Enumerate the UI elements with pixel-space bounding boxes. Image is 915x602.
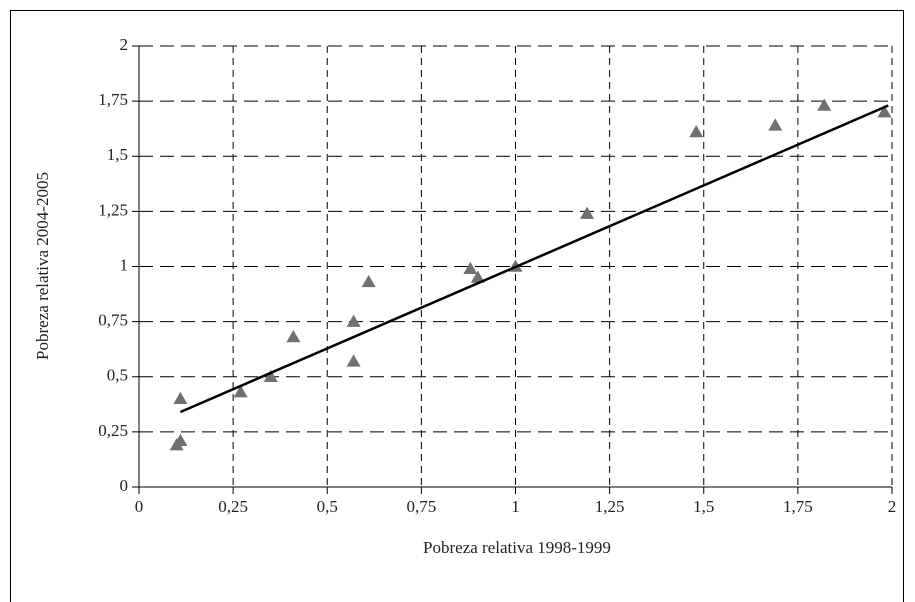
point xyxy=(470,270,485,283)
y-tick-label: 0,75 xyxy=(98,311,128,330)
y-tick-label: 0,25 xyxy=(98,421,128,440)
y-tick-label: 0 xyxy=(120,476,129,495)
x-tick-label: 0,75 xyxy=(407,497,437,516)
x-tick-label: 1,75 xyxy=(783,497,813,516)
point xyxy=(346,314,361,327)
x-tick-label: 0,25 xyxy=(218,497,248,516)
point xyxy=(463,261,478,274)
y-tick-label: 1,75 xyxy=(98,90,128,109)
point xyxy=(263,369,278,382)
point xyxy=(286,330,301,343)
x-tick-label: 0,5 xyxy=(317,497,338,516)
x-tick-label: 2 xyxy=(888,497,897,516)
point xyxy=(580,206,595,219)
x-tick-label: 0 xyxy=(135,497,144,516)
y-tick-label: 2 xyxy=(120,35,129,54)
point xyxy=(173,391,188,405)
x-tick-label: 1,5 xyxy=(693,497,714,516)
y-tick-label: 1 xyxy=(120,255,129,274)
x-tick-label: 1 xyxy=(511,497,520,516)
point xyxy=(233,385,248,398)
x-axis-label: Pobreza relativa 1998-1999 xyxy=(423,538,611,557)
y-tick-label: 1,25 xyxy=(98,200,128,219)
point xyxy=(361,274,376,288)
trend-line xyxy=(179,104,889,414)
frame xyxy=(10,10,904,602)
point xyxy=(173,433,188,446)
y-tick-label: 1,5 xyxy=(107,145,128,164)
x-tick-label: 1,25 xyxy=(595,497,625,516)
point xyxy=(768,118,783,131)
point xyxy=(817,98,832,111)
point xyxy=(877,105,892,118)
point xyxy=(689,124,704,138)
y-axis-label: Pobreza relativa 2004-2005 xyxy=(33,172,52,360)
point xyxy=(346,354,361,367)
y-tick-label: 0,5 xyxy=(107,366,128,385)
